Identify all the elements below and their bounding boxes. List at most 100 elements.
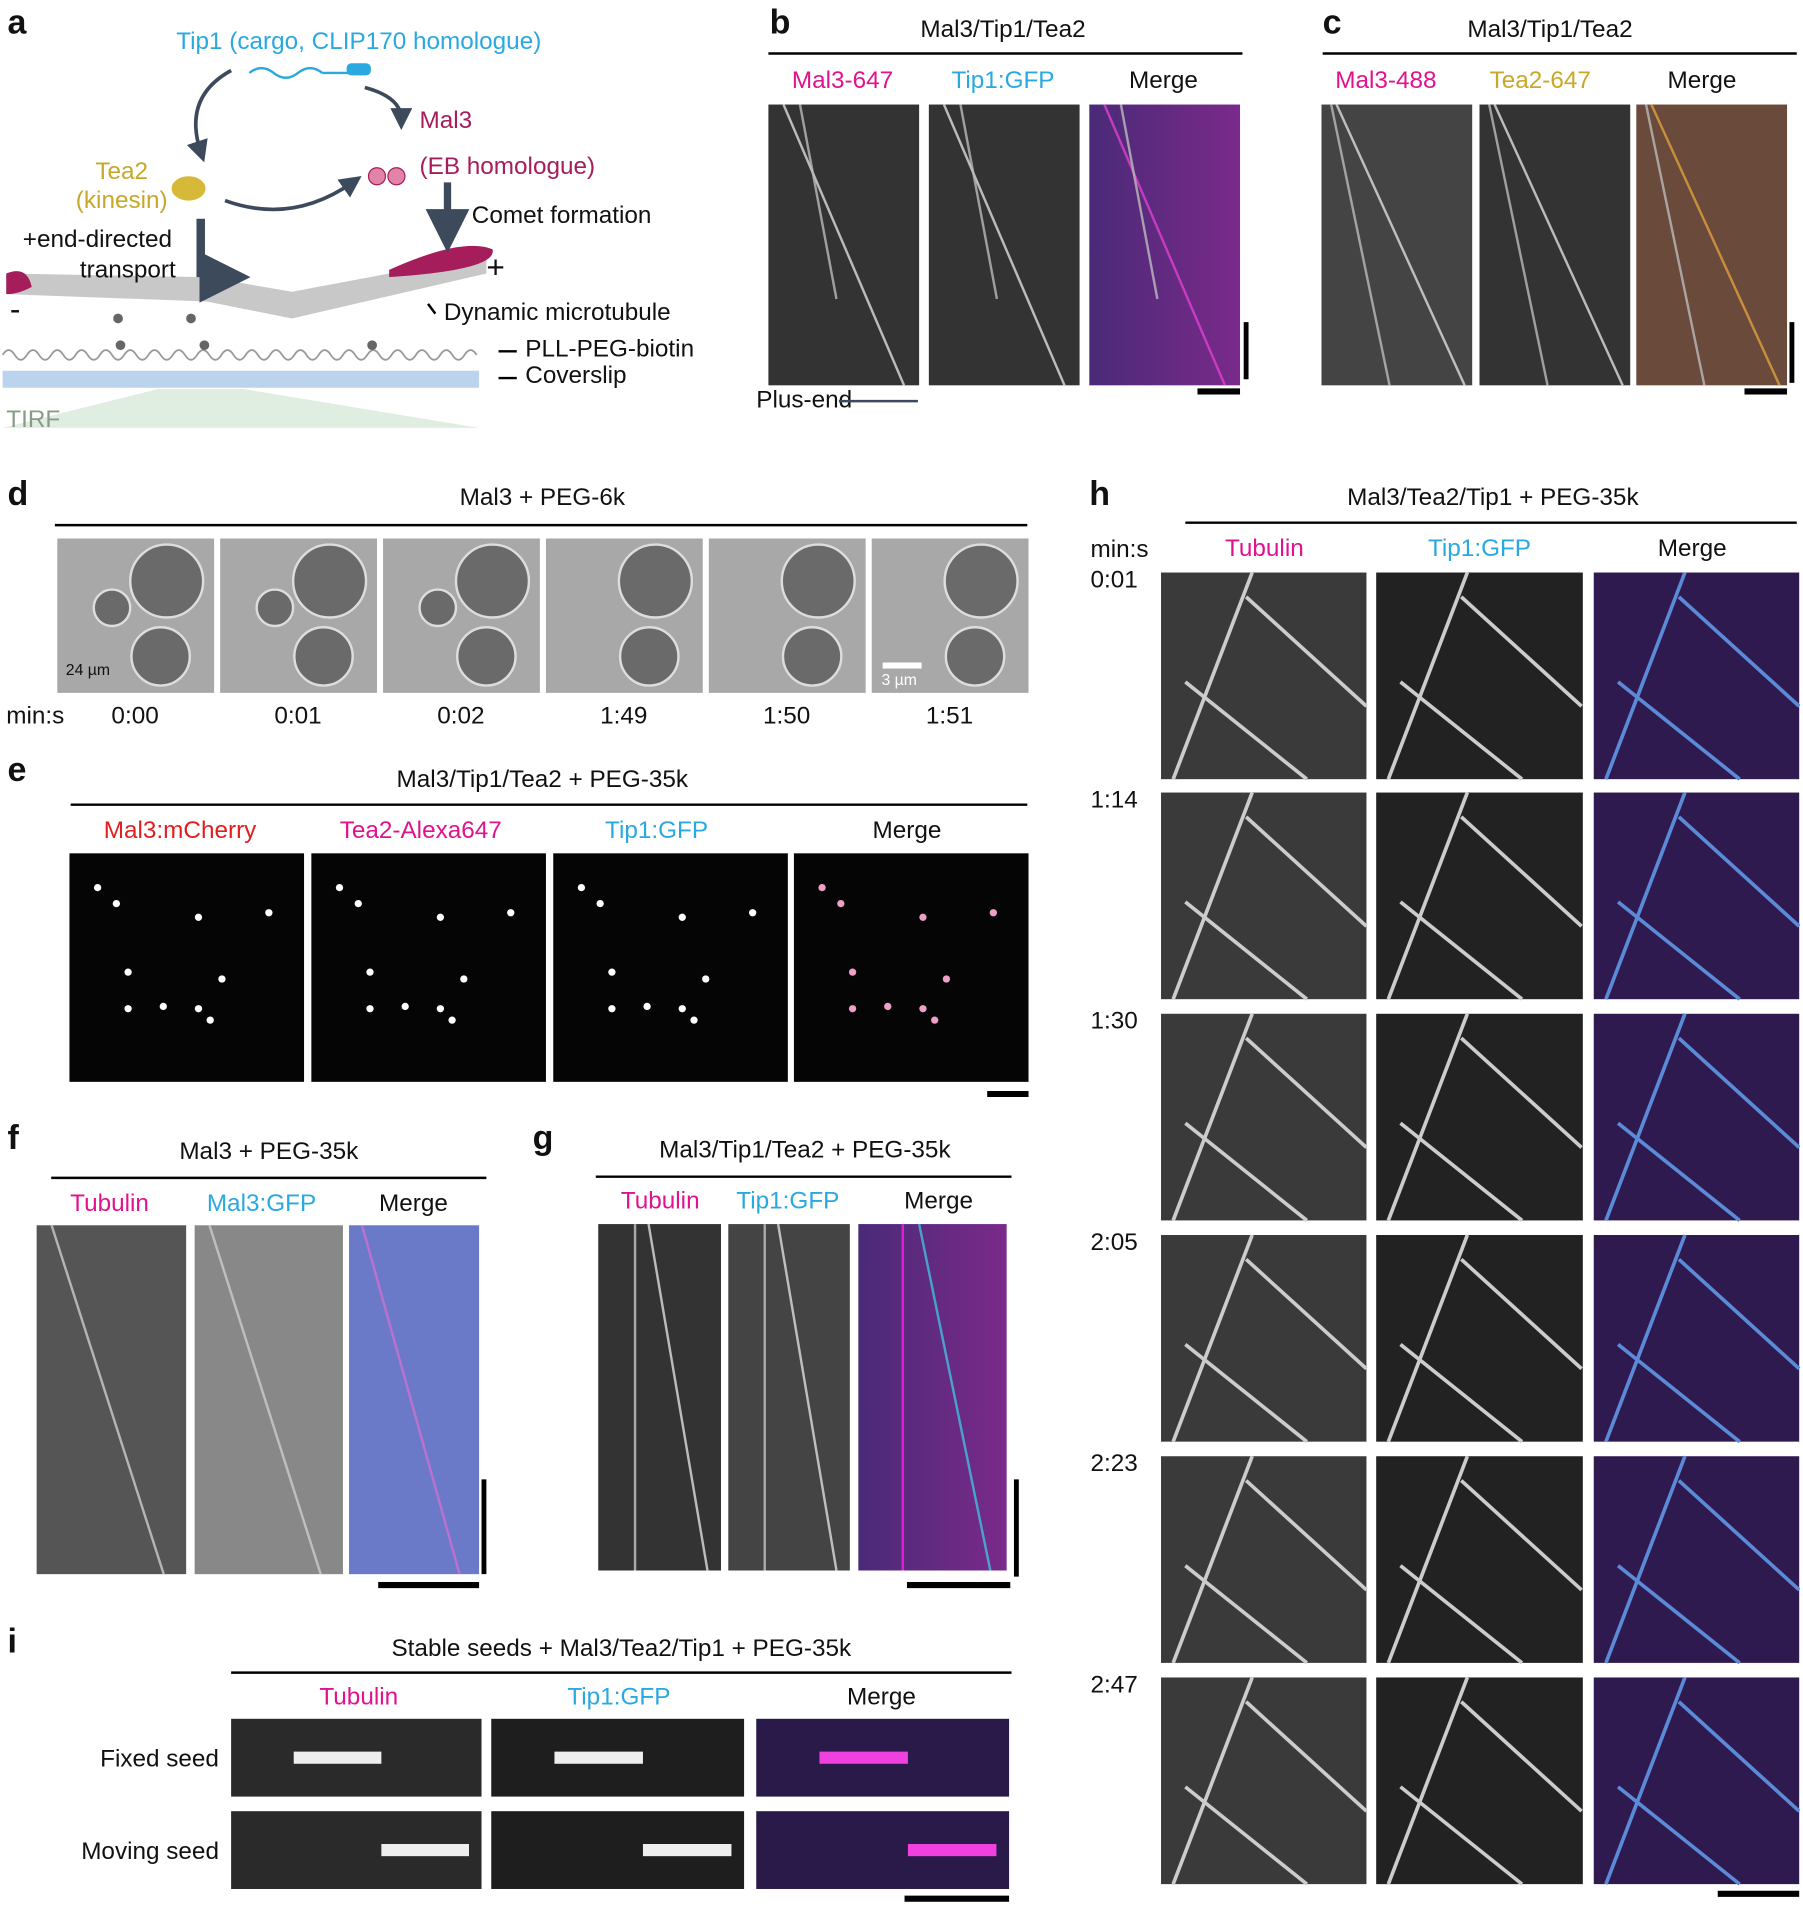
- panel-title: Mal3/Tip1/Tea2 + PEG-35k: [397, 766, 689, 793]
- label: min:s: [6, 703, 64, 730]
- label: Merge: [1658, 535, 1727, 562]
- dot: [643, 1002, 651, 1011]
- feature: [1335, 104, 1466, 386]
- feature: [959, 104, 999, 300]
- dot: [124, 1005, 132, 1013]
- panel-label: d: [7, 475, 28, 513]
- image: [1636, 104, 1788, 386]
- panel-title: Mal3/Tip1/Tea2 + PEG-35k: [659, 1137, 951, 1164]
- feature: [1244, 1036, 1368, 1149]
- image: [1376, 792, 1583, 1000]
- rule: [427, 303, 437, 315]
- panel-label: g: [533, 1119, 554, 1157]
- label: TIRF: [6, 406, 60, 433]
- droplet: [291, 543, 368, 619]
- time-label: 1:50: [763, 703, 810, 730]
- panel-title: Stable seeds + Mal3/Tea2/Tip1 + PEG-35k: [391, 1635, 851, 1662]
- feature: [1604, 1455, 1687, 1664]
- droplet: [617, 543, 694, 619]
- time-label: 2:47: [1091, 1671, 1138, 1698]
- image: [1479, 104, 1631, 386]
- dot: [608, 968, 616, 976]
- droplet: [944, 626, 1006, 687]
- feature: [1244, 1700, 1368, 1813]
- feature: [1399, 1121, 1524, 1222]
- feature: [1171, 1455, 1254, 1664]
- dot: [366, 968, 374, 976]
- scale-label: 3 µm: [881, 672, 916, 689]
- feature: [1399, 900, 1524, 1001]
- label: (kinesin): [76, 187, 168, 214]
- feature: [1386, 791, 1470, 1000]
- droplet: [129, 543, 205, 619]
- seed: [819, 1751, 908, 1764]
- feature: [1677, 1700, 1801, 1813]
- droplet: [781, 626, 843, 687]
- dot: [678, 1005, 686, 1013]
- time-label: 0:01: [274, 703, 321, 730]
- feature: [1460, 595, 1583, 708]
- feature: [1616, 1785, 1741, 1886]
- feature: [1171, 1234, 1254, 1443]
- dot: [354, 899, 362, 908]
- dot: [448, 1016, 456, 1024]
- label: PLL-PEG-biotin: [525, 336, 694, 363]
- panel-label: c: [1323, 3, 1342, 41]
- feature: [1616, 680, 1741, 781]
- image: [728, 1224, 850, 1571]
- dot: [919, 1005, 927, 1013]
- feature: [1171, 571, 1254, 780]
- label: min:s: [1091, 536, 1149, 563]
- droplet: [293, 626, 354, 687]
- feature: [1330, 104, 1391, 386]
- feature: [1460, 1700, 1583, 1813]
- dot: [218, 975, 226, 983]
- dot: [690, 1016, 698, 1024]
- droplet: [418, 588, 458, 628]
- label: Merge: [904, 1188, 973, 1215]
- feature: [1184, 1121, 1309, 1222]
- feature: [1386, 1234, 1470, 1443]
- feature: [1386, 571, 1470, 780]
- dot: [265, 909, 273, 917]
- dot: [206, 1016, 214, 1024]
- image: [553, 853, 788, 1082]
- time-label: 2:23: [1091, 1450, 1138, 1477]
- image: [1376, 1456, 1583, 1663]
- label: Tubulin: [621, 1188, 700, 1215]
- feature: [1604, 1013, 1687, 1222]
- droplet: [780, 543, 856, 619]
- label: Tip1:GFP: [605, 817, 708, 844]
- feature: [1460, 1036, 1583, 1149]
- time-label: 2:05: [1091, 1229, 1138, 1256]
- dot: [837, 899, 845, 908]
- image: [311, 853, 546, 1082]
- time-label: 0:00: [111, 703, 158, 730]
- dot: [942, 975, 951, 983]
- time-label: 1:49: [600, 703, 647, 730]
- panel-title: Mal3 + PEG-6k: [460, 484, 626, 511]
- dot: [124, 968, 132, 976]
- dot: [678, 913, 686, 921]
- image: [1321, 104, 1473, 386]
- feature: [208, 1224, 322, 1575]
- image: [1376, 572, 1583, 780]
- label: Tubulin: [1225, 535, 1304, 562]
- label: +end-directed: [23, 226, 172, 253]
- feature: [50, 1224, 165, 1575]
- dot: [194, 913, 203, 921]
- dot: [112, 899, 121, 908]
- dot: [919, 913, 927, 921]
- feature: [1616, 1564, 1741, 1665]
- droplet: [255, 588, 295, 628]
- feature: [1677, 815, 1801, 928]
- scale-bar: [882, 662, 922, 669]
- dot: [931, 1016, 939, 1024]
- time-label: 0:02: [437, 703, 484, 730]
- feature: [1616, 1342, 1741, 1444]
- dot: [93, 883, 102, 892]
- label: Tip1:GFP: [1428, 535, 1531, 562]
- label: -: [10, 291, 21, 327]
- droplet: [618, 626, 680, 687]
